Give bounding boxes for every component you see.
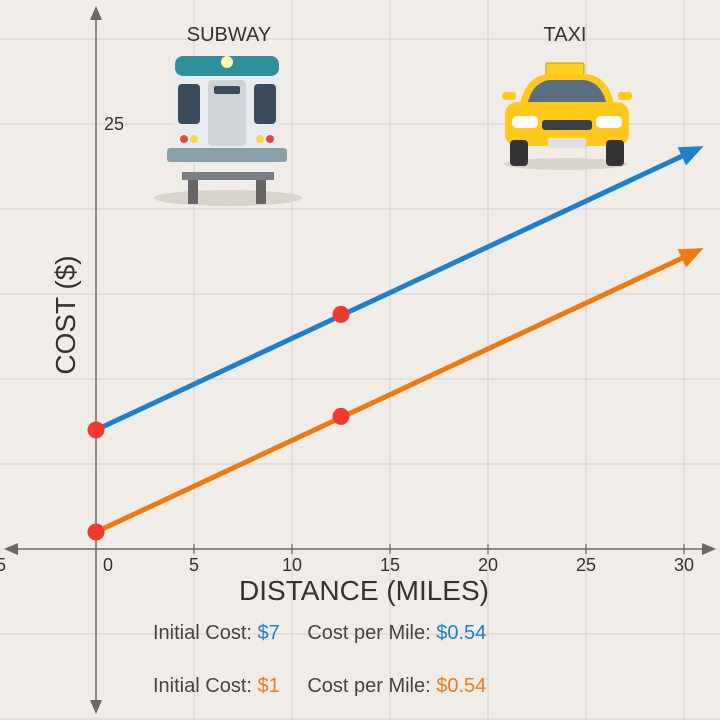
x-tick-label: 5 bbox=[189, 555, 199, 575]
cost-per-mile-label: Cost per Mile: bbox=[307, 622, 431, 644]
y-tick-label: 25 bbox=[104, 114, 124, 134]
x-tick-label: 10 bbox=[282, 555, 302, 575]
x-axis-right-arrow bbox=[702, 543, 716, 555]
initial-cost-value: $7 bbox=[257, 622, 280, 644]
x-tick-label: 0 bbox=[103, 555, 113, 575]
x-axis-left-arrow bbox=[4, 543, 18, 555]
taxi-car-icon bbox=[502, 62, 632, 170]
series-arrowhead bbox=[677, 146, 704, 166]
data-point bbox=[87, 523, 105, 541]
initial-cost-label: Initial Cost: bbox=[153, 622, 252, 644]
series-line bbox=[93, 153, 685, 433]
series-line bbox=[93, 255, 685, 535]
data-point bbox=[332, 305, 350, 323]
y-axis-bottom-arrow bbox=[90, 700, 102, 714]
subway-train-icon bbox=[154, 56, 302, 206]
data-point bbox=[87, 421, 105, 439]
y-axis-top-arrow bbox=[90, 6, 102, 20]
x-tick-label: 15 bbox=[380, 555, 400, 575]
x-tick-label: -5 bbox=[0, 555, 6, 575]
cost-per-mile-value: $0.54 bbox=[436, 622, 487, 644]
x-tick-label: 20 bbox=[478, 555, 498, 575]
x-tick-label: 25 bbox=[576, 555, 596, 575]
subway-label: SUBWAY bbox=[187, 24, 271, 46]
series-lines bbox=[87, 146, 704, 541]
initial-cost-label: Initial Cost: bbox=[153, 675, 252, 697]
legend-row-orange: Initial Cost: $1 Cost per Mile: $0.54 bbox=[153, 675, 486, 698]
taxi-label: TAXI bbox=[544, 24, 587, 46]
data-point bbox=[332, 407, 350, 425]
series-arrowhead bbox=[677, 248, 704, 268]
tick-labels: -5 0 5 10 15 20 25 30 25 bbox=[0, 114, 694, 575]
x-axis-label: DISTANCE (MILES) bbox=[239, 575, 489, 606]
x-tick-label: 30 bbox=[674, 555, 694, 575]
cost-per-mile-value: $0.54 bbox=[436, 675, 487, 697]
axes bbox=[4, 6, 716, 714]
cost-per-mile-label: Cost per Mile: bbox=[307, 675, 431, 697]
initial-cost-value: $1 bbox=[257, 675, 280, 697]
legend-row-blue: Initial Cost: $7 Cost per Mile: $0.54 bbox=[153, 622, 486, 645]
y-axis-label: COST ($) bbox=[50, 255, 81, 374]
